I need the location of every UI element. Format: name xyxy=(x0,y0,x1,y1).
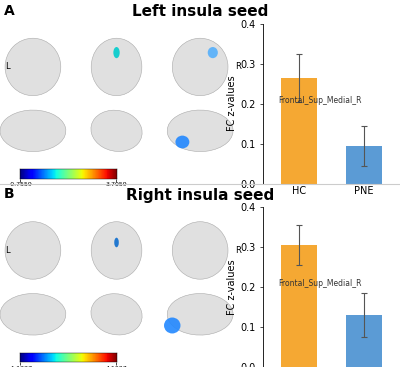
Bar xyxy=(346,146,382,184)
Ellipse shape xyxy=(176,135,189,148)
Ellipse shape xyxy=(167,294,233,335)
Ellipse shape xyxy=(91,222,142,279)
Ellipse shape xyxy=(113,47,120,58)
Y-axis label: FC z-values: FC z-values xyxy=(227,76,237,131)
Ellipse shape xyxy=(91,38,142,96)
Bar xyxy=(281,78,317,184)
Ellipse shape xyxy=(164,317,180,334)
Text: L: L xyxy=(5,62,10,72)
Y-axis label: FC z-values: FC z-values xyxy=(227,259,237,315)
Text: Right insula seed: Right insula seed xyxy=(126,188,274,203)
Text: A: A xyxy=(4,4,15,18)
Ellipse shape xyxy=(5,38,61,96)
Ellipse shape xyxy=(91,294,142,335)
Bar xyxy=(346,315,382,367)
Ellipse shape xyxy=(5,222,61,279)
Text: R: R xyxy=(236,246,242,255)
Bar xyxy=(281,245,317,367)
Ellipse shape xyxy=(208,47,218,58)
Text: Frontal_Sup_Medial_R: Frontal_Sup_Medial_R xyxy=(278,280,362,288)
Text: L: L xyxy=(5,246,10,255)
Ellipse shape xyxy=(114,238,119,247)
Text: B: B xyxy=(4,187,15,201)
Ellipse shape xyxy=(0,294,66,335)
Ellipse shape xyxy=(172,222,228,279)
Ellipse shape xyxy=(172,38,228,96)
Text: Left insula seed: Left insula seed xyxy=(132,4,268,19)
Text: Frontal_Sup_Medial_R: Frontal_Sup_Medial_R xyxy=(278,96,362,105)
Ellipse shape xyxy=(91,110,142,152)
Ellipse shape xyxy=(0,110,66,152)
Text: R: R xyxy=(236,62,242,72)
Ellipse shape xyxy=(167,110,233,152)
